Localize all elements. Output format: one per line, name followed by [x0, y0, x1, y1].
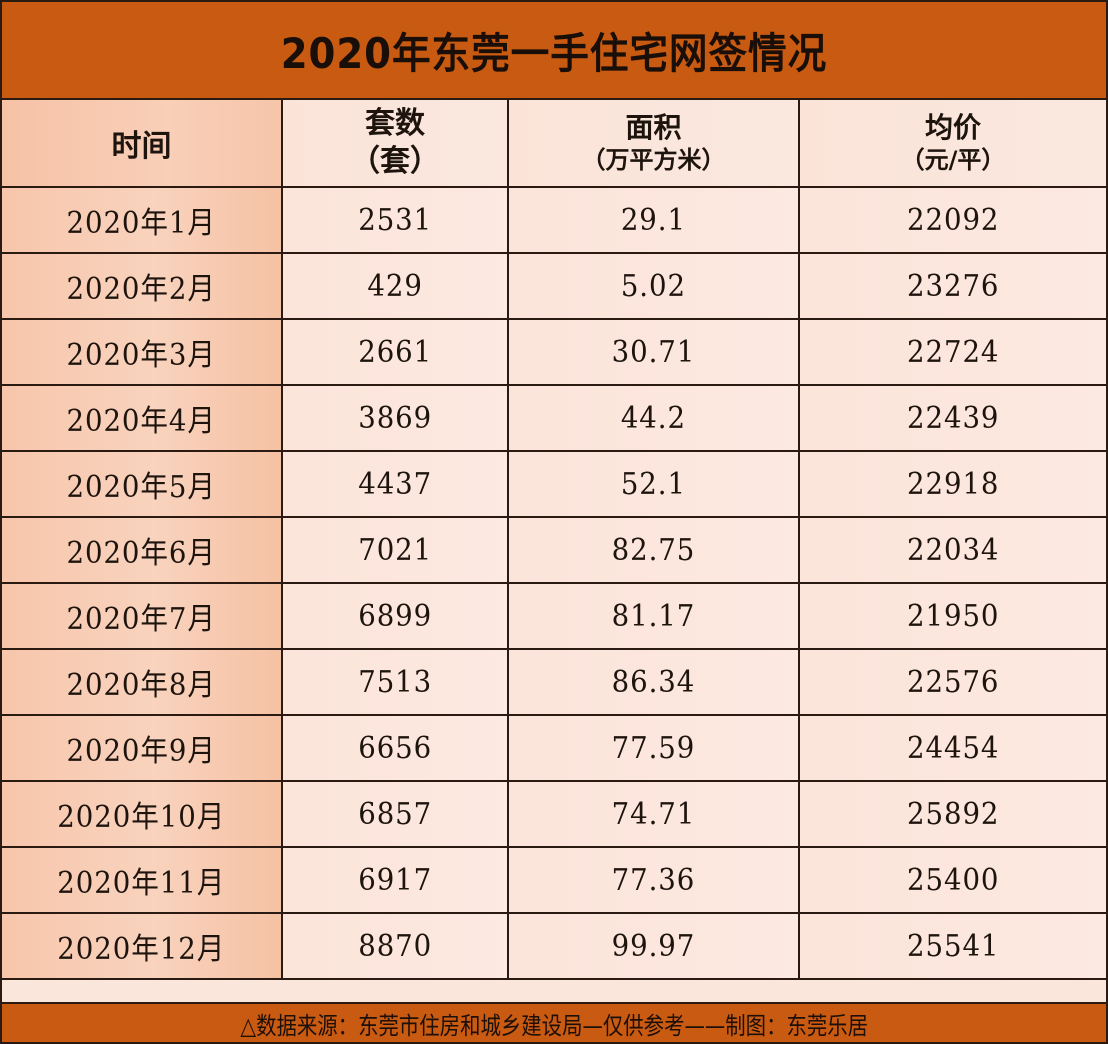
- header-area: 面积 （万平方米）: [507, 100, 800, 188]
- header-time: 时间: [2, 100, 283, 188]
- table-row: 2020年9月 6656 77.59 24454: [2, 714, 1106, 782]
- table-row: 2020年8月 7513 86.34 22576: [2, 648, 1106, 716]
- header-units: 套数 （套）: [281, 100, 509, 188]
- table-row: 2020年6月 7021 82.75 22034: [2, 516, 1106, 584]
- cell-area: 77.36: [507, 846, 800, 914]
- title-bar: 2020年东莞一手住宅网签情况: [2, 2, 1106, 100]
- cell-avg-price: 22034: [798, 516, 1106, 584]
- cell-avg-price: 22724: [798, 318, 1106, 386]
- cell-units: 2531: [281, 186, 509, 254]
- header-avg-price-label: 均价: [924, 111, 981, 144]
- cell-avg-price: 25400: [798, 846, 1106, 914]
- cell-avg-price: 25541: [798, 912, 1106, 980]
- cell-avg-price: 23276: [798, 252, 1106, 320]
- cell-units: 2661: [281, 318, 509, 386]
- table-row: 2020年12月 8870 99.97 25541: [2, 912, 1106, 980]
- cell-units: 6899: [281, 582, 509, 650]
- header-units-label: 套数: [365, 106, 425, 141]
- cell-area: 77.59: [507, 714, 800, 782]
- cell-area: 74.71: [507, 780, 800, 848]
- cell-avg-price: 25892: [798, 780, 1106, 848]
- cell-month: 2020年4月: [2, 384, 283, 452]
- cell-area: 44.2: [507, 384, 800, 452]
- cell-units: 8870: [281, 912, 509, 980]
- source-footer: △数据来源：东莞市住房和城乡建设局—仅供参考——制图：东莞乐居: [2, 1002, 1106, 1042]
- cell-month: 2020年8月: [2, 648, 283, 716]
- cell-month: 2020年1月: [2, 186, 283, 254]
- table-header-row: 时间 套数 （套） 面积 （万平方米） 均价 （元/平）: [2, 100, 1106, 188]
- cell-area: 30.71: [507, 318, 800, 386]
- cell-month: 2020年2月: [2, 252, 283, 320]
- cell-avg-price: 22576: [798, 648, 1106, 716]
- cell-area: 81.17: [507, 582, 800, 650]
- cell-month: 2020年5月: [2, 450, 283, 518]
- cell-avg-price: 22918: [798, 450, 1106, 518]
- cell-units: 6917: [281, 846, 509, 914]
- header-area-unit: （万平方米）: [581, 146, 726, 174]
- cell-month: 2020年11月: [2, 846, 283, 914]
- cell-units: 7021: [281, 516, 509, 584]
- cell-avg-price: 21950: [798, 582, 1106, 650]
- cell-units: 6656: [281, 714, 509, 782]
- page-title: 2020年东莞一手住宅网签情况: [280, 28, 828, 78]
- cell-units: 6857: [281, 780, 509, 848]
- cell-area: 5.02: [507, 252, 800, 320]
- cell-month: 2020年3月: [2, 318, 283, 386]
- table-row: 2020年10月 6857 74.71 25892: [2, 780, 1106, 848]
- source-note: △数据来源：东莞市住房和城乡建设局—仅供参考——制图：东莞乐居: [240, 1011, 868, 1040]
- cell-avg-price: 24454: [798, 714, 1106, 782]
- cell-avg-price: 22092: [798, 186, 1106, 254]
- header-avg-price-unit: （元/平）: [900, 146, 1006, 174]
- header-avg-price: 均价 （元/平）: [798, 100, 1106, 188]
- table-row: 2020年4月 3869 44.2 22439: [2, 384, 1106, 452]
- cell-month: 2020年6月: [2, 516, 283, 584]
- cell-avg-price: 22439: [798, 384, 1106, 452]
- header-units-unit: （套）: [350, 144, 440, 179]
- cell-area: 82.75: [507, 516, 800, 584]
- table-row: 2020年1月 2531 29.1 22092: [2, 186, 1106, 254]
- cell-units: 7513: [281, 648, 509, 716]
- cell-area: 52.1: [507, 450, 800, 518]
- cell-month: 2020年12月: [2, 912, 283, 980]
- table-row: 2020年7月 6899 81.17 21950: [2, 582, 1106, 650]
- header-area-label: 面积: [625, 111, 682, 144]
- cell-area: 99.97: [507, 912, 800, 980]
- cell-month: 2020年7月: [2, 582, 283, 650]
- cell-area: 29.1: [507, 186, 800, 254]
- cell-units: 4437: [281, 450, 509, 518]
- cell-area: 86.34: [507, 648, 800, 716]
- cell-units: 3869: [281, 384, 509, 452]
- table-row: 2020年5月 4437 52.1 22918: [2, 450, 1106, 518]
- header-time-label: 时间: [111, 129, 172, 164]
- cell-month: 2020年9月: [2, 714, 283, 782]
- housing-sales-table: 时间 套数 （套） 面积 （万平方米） 均价 （元/平） 2020年1月: [2, 100, 1106, 980]
- table-row: 2020年2月 429 5.02 23276: [2, 252, 1106, 320]
- cell-month: 2020年10月: [2, 780, 283, 848]
- table-row: 2020年3月 2661 30.71 22724: [2, 318, 1106, 386]
- cell-units: 429: [281, 252, 509, 320]
- table-row: 2020年11月 6917 77.36 25400: [2, 846, 1106, 914]
